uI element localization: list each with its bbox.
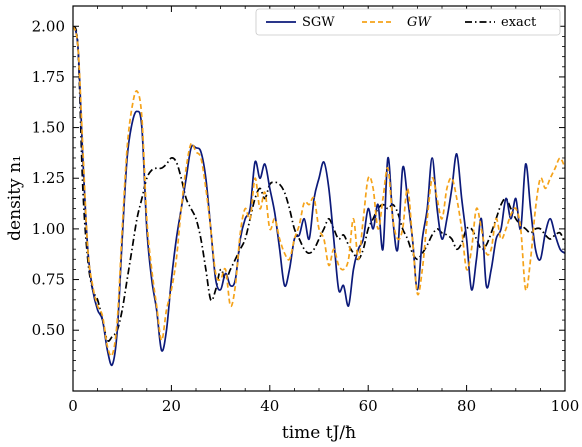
x-axis-label: time tJ/ħ [282,423,356,443]
y-axis-label: density n₁ [5,155,25,241]
x-tick-label: 20 [162,397,181,415]
series-line-gw [73,25,565,357]
y-tick-label: 0.50 [32,321,65,339]
legend-label-gw: GW [407,15,432,30]
y-tick-label: 1.75 [32,68,65,86]
x-tick-label: 60 [359,397,378,415]
x-tick-label: 100 [551,397,580,415]
legend: SGW GW exact [255,8,561,36]
x-tick-label: 40 [260,397,279,415]
x-tick-label: 0 [68,397,78,415]
legend-box [255,8,561,36]
ticks-layer: 0 20 40 60 80 100 0.50 0.75 1.00 1.25 1.50 1.75 2.00 [32,6,580,415]
y-tick-label: 1.25 [32,169,65,187]
y-tick-label: 1.50 [32,119,65,137]
series-line-exact [73,25,565,342]
y-tick-label: 1.00 [32,220,65,238]
legend-label-sgw: SGW [302,15,335,30]
legend-label-exact: exact [501,15,537,30]
series-layer [73,25,565,367]
y-tick-label: 2.00 [32,17,65,35]
x-tick-label: 80 [457,397,476,415]
y-tick-label: 0.75 [32,271,65,289]
plot-frame [72,5,566,392]
series-line-sgw [73,25,565,367]
